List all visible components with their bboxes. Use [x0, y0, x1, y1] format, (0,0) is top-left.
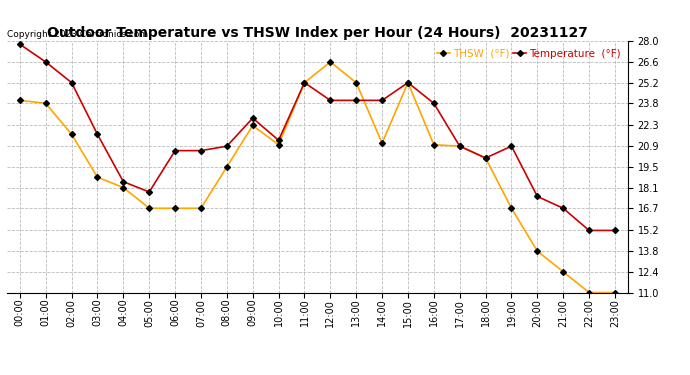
THSW  (°F) [300, 80, 308, 85]
THSW  (°F) [41, 101, 50, 106]
Title: Outdoor Temperature vs THSW Index per Hour (24 Hours)  20231127: Outdoor Temperature vs THSW Index per Ho… [47, 26, 588, 40]
Temperature  (°F) [507, 144, 515, 148]
Temperature  (°F) [430, 101, 438, 106]
Temperature  (°F) [93, 132, 101, 136]
Temperature  (°F) [326, 98, 335, 103]
Temperature  (°F) [455, 144, 464, 148]
THSW  (°F) [352, 80, 360, 85]
THSW  (°F) [16, 98, 24, 103]
THSW  (°F) [378, 141, 386, 146]
Temperature  (°F) [482, 156, 490, 160]
Text: Copyright 2023 Cartronics.com: Copyright 2023 Cartronics.com [7, 30, 148, 39]
Temperature  (°F) [404, 80, 412, 85]
Temperature  (°F) [16, 42, 24, 46]
Temperature  (°F) [223, 144, 231, 148]
THSW  (°F) [68, 132, 76, 136]
THSW  (°F) [171, 206, 179, 210]
Temperature  (°F) [275, 138, 283, 142]
THSW  (°F) [119, 185, 128, 190]
Temperature  (°F) [197, 148, 205, 153]
Temperature  (°F) [559, 206, 567, 210]
THSW  (°F) [223, 165, 231, 169]
Line: Temperature  (°F): Temperature (°F) [18, 42, 617, 232]
Temperature  (°F) [352, 98, 360, 103]
Temperature  (°F) [585, 228, 593, 232]
Temperature  (°F) [248, 116, 257, 120]
Temperature  (°F) [145, 190, 153, 194]
Temperature  (°F) [41, 60, 50, 64]
THSW  (°F) [611, 290, 619, 295]
THSW  (°F) [455, 144, 464, 148]
THSW  (°F) [533, 249, 542, 254]
THSW  (°F) [326, 60, 335, 64]
Legend: THSW  (°F), Temperature  (°F): THSW (°F), Temperature (°F) [435, 46, 622, 61]
Line: THSW  (°F): THSW (°F) [18, 60, 617, 295]
THSW  (°F) [404, 80, 412, 85]
THSW  (°F) [197, 206, 205, 210]
THSW  (°F) [93, 175, 101, 180]
THSW  (°F) [559, 270, 567, 274]
Temperature  (°F) [300, 80, 308, 85]
Temperature  (°F) [68, 80, 76, 85]
Temperature  (°F) [378, 98, 386, 103]
Temperature  (°F) [533, 194, 542, 199]
THSW  (°F) [430, 142, 438, 147]
THSW  (°F) [275, 142, 283, 147]
THSW  (°F) [585, 290, 593, 295]
THSW  (°F) [482, 156, 490, 160]
THSW  (°F) [145, 206, 153, 210]
Temperature  (°F) [119, 179, 128, 184]
Temperature  (°F) [171, 148, 179, 153]
THSW  (°F) [248, 123, 257, 128]
THSW  (°F) [507, 206, 515, 210]
Temperature  (°F) [611, 228, 619, 232]
